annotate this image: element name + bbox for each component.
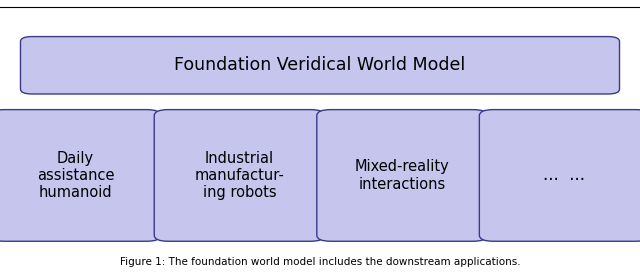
FancyBboxPatch shape <box>317 110 487 241</box>
Text: Mixed-reality
interactions: Mixed-reality interactions <box>355 159 449 192</box>
Text: Figure 1: The foundation world model includes the downstream applications.: Figure 1: The foundation world model inc… <box>120 257 520 267</box>
Text: Daily
assistance
humanoid: Daily assistance humanoid <box>36 150 115 200</box>
Text: ...  ...: ... ... <box>543 166 586 184</box>
FancyBboxPatch shape <box>479 110 640 241</box>
FancyBboxPatch shape <box>20 37 620 94</box>
Text: Foundation Veridical World Model: Foundation Veridical World Model <box>174 56 466 74</box>
FancyBboxPatch shape <box>154 110 324 241</box>
Text: Industrial
manufactur-
ing robots: Industrial manufactur- ing robots <box>195 150 284 200</box>
FancyBboxPatch shape <box>0 110 161 241</box>
